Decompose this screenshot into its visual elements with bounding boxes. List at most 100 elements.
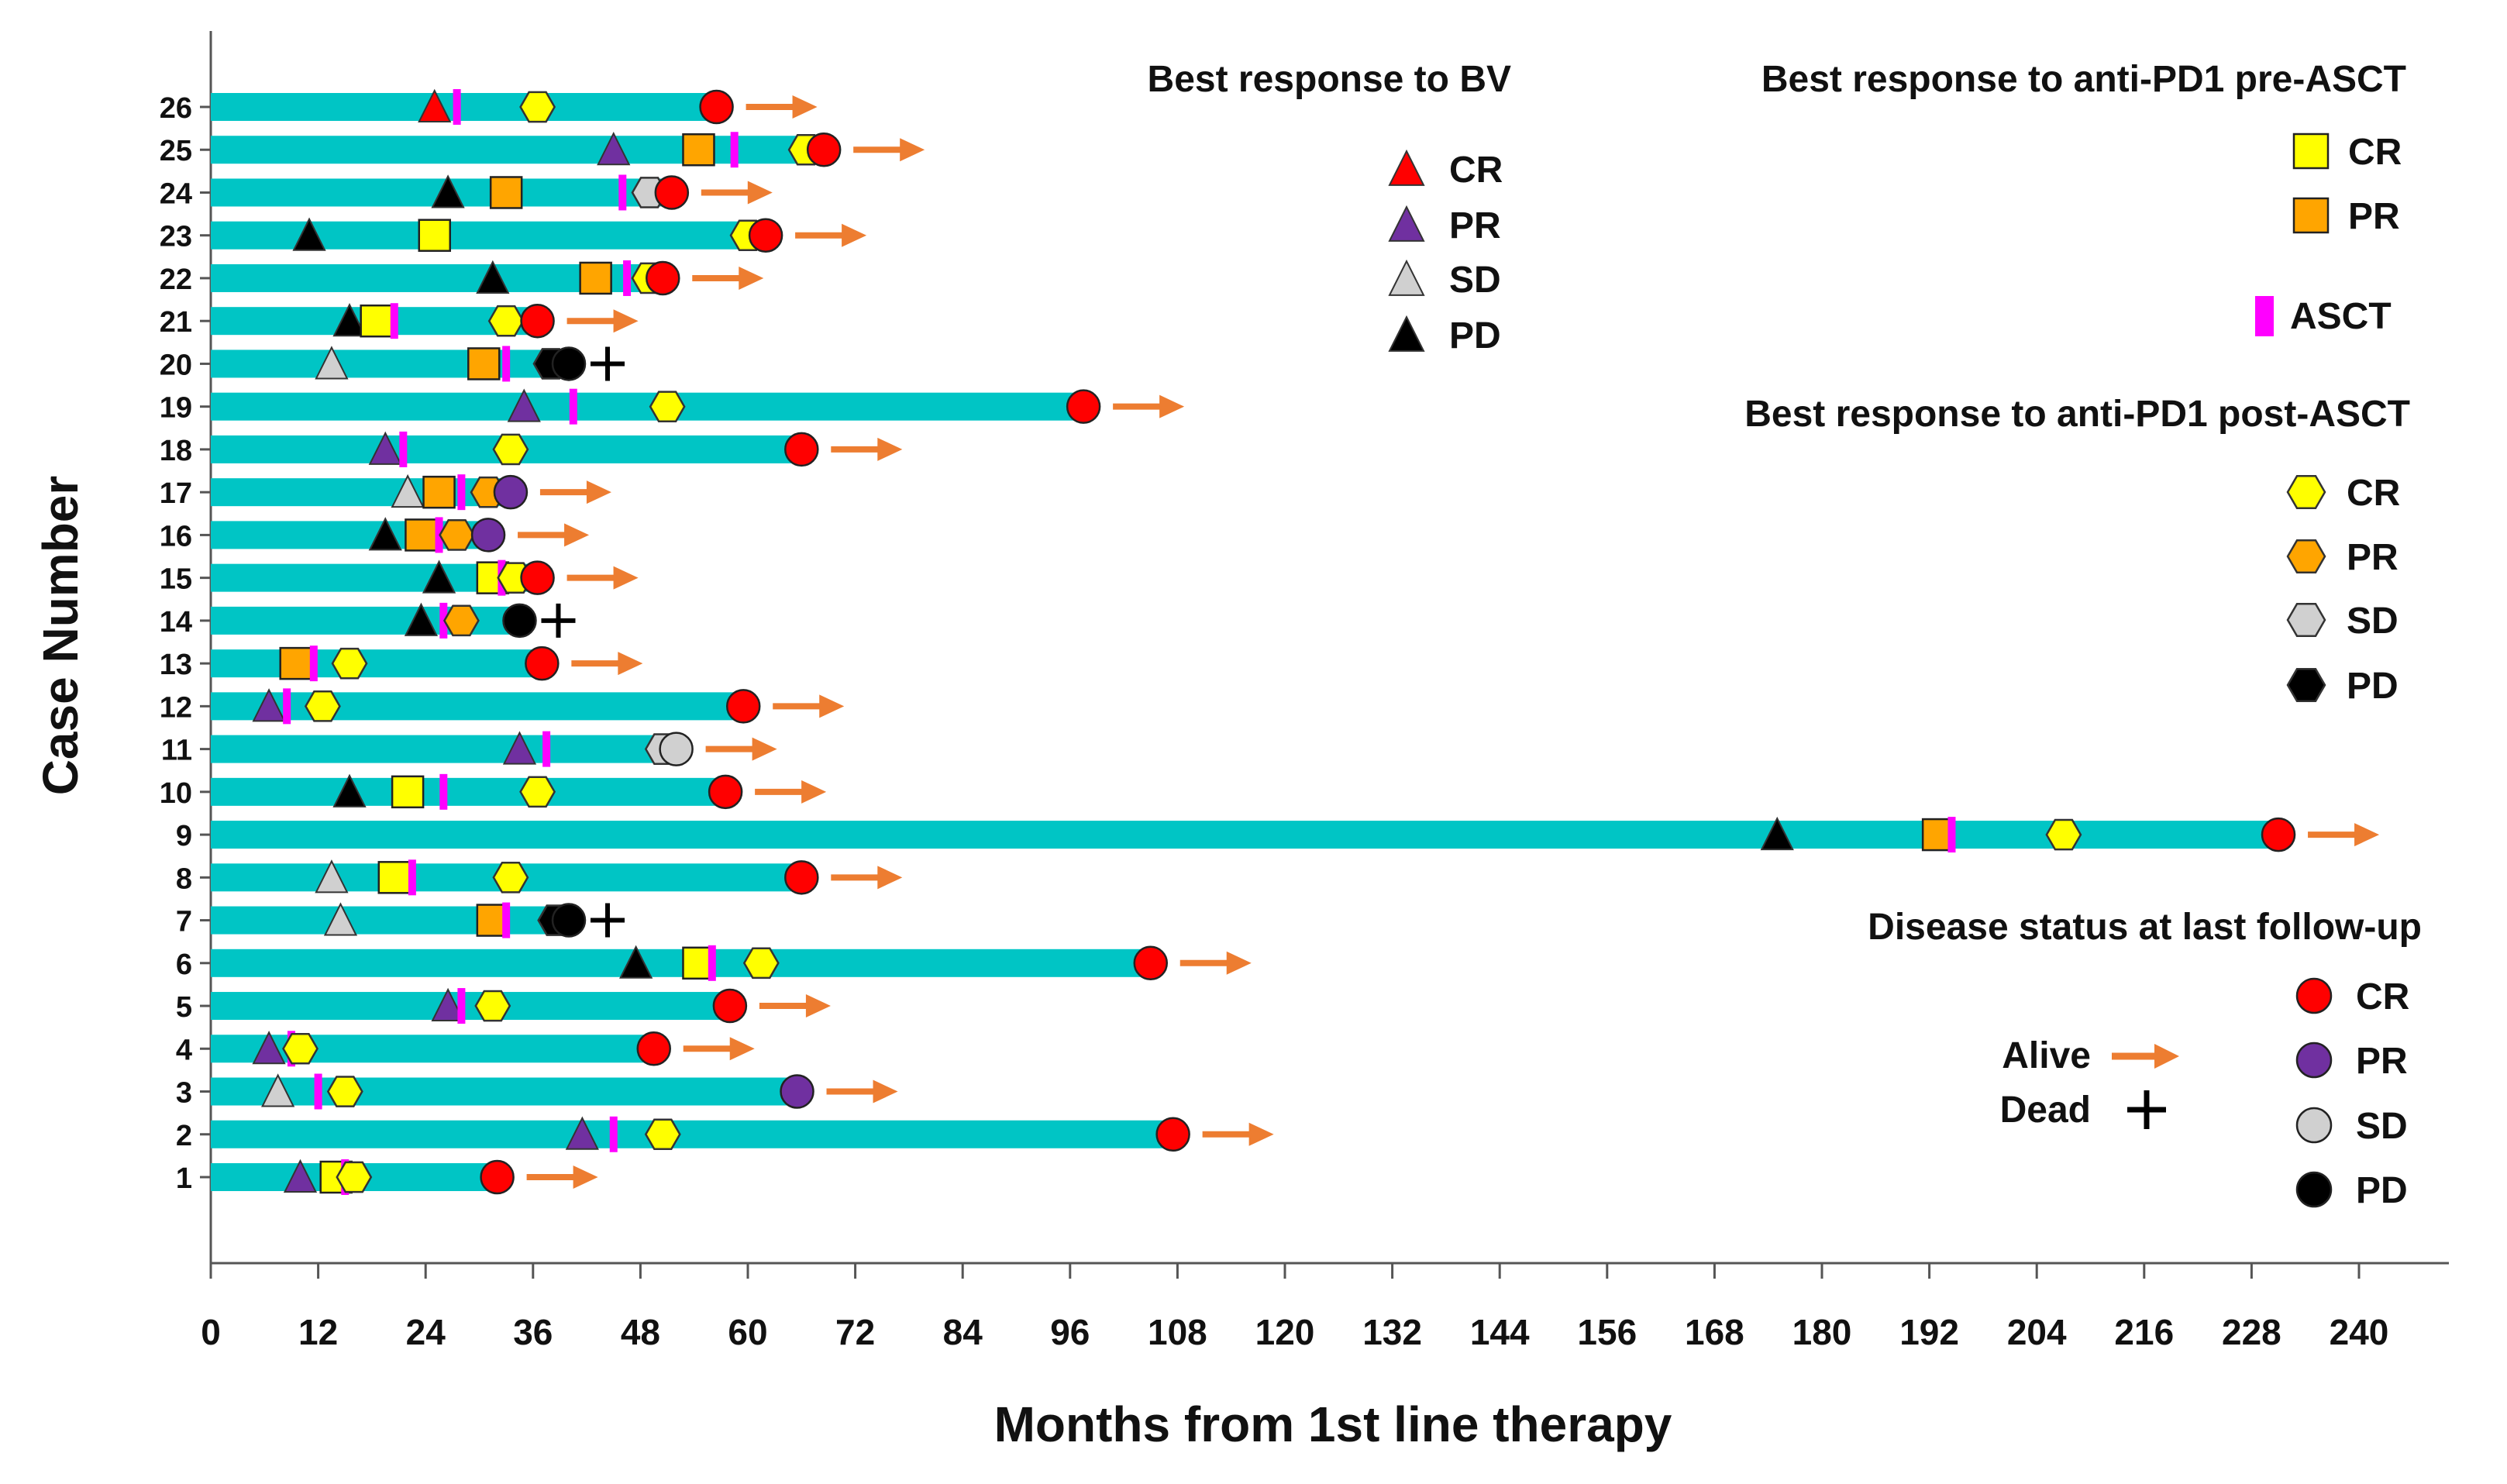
- alive-arrow: [1179, 951, 1252, 975]
- x-tick-label: 24: [406, 1312, 446, 1352]
- legend-bv-cr-icon: [1388, 149, 1425, 186]
- asct-marker: [623, 260, 632, 296]
- case-12-markers: [252, 688, 845, 725]
- case-label: 3: [176, 1077, 192, 1110]
- status-marker: [784, 432, 819, 467]
- status-marker: [712, 988, 748, 1024]
- bv-marker: [431, 987, 465, 1022]
- case-label: 20: [160, 349, 192, 381]
- bar-case-6: [211, 949, 1151, 977]
- asct-marker: [708, 945, 716, 981]
- post-asct-marker: [439, 519, 476, 551]
- alive-arrow: [701, 181, 773, 205]
- bar-case-17: [211, 478, 515, 507]
- legend-bv: CR PR SD PD: [1388, 149, 1503, 356]
- bv-marker: [502, 731, 537, 765]
- post-asct-marker: [644, 1118, 681, 1151]
- status-marker: [646, 260, 680, 296]
- legend-pre-pr-icon: [2292, 197, 2330, 234]
- alive-arrow: [1202, 1122, 1274, 1146]
- bv-marker: [565, 1116, 599, 1150]
- bars: [211, 93, 2279, 1191]
- status-marker: [784, 860, 819, 895]
- case-label: 21: [160, 306, 192, 339]
- legend-pre-title: Best response to anti-PD1 pre-ASCT: [1761, 59, 2406, 100]
- legend-post-asct: CR PR SD PD: [2286, 473, 2400, 707]
- case-label: 19: [160, 392, 192, 425]
- pre-asct-marker: [579, 261, 612, 295]
- alive-arrow: [692, 266, 764, 290]
- alive-arrow: [746, 95, 818, 119]
- status-marker: [780, 1074, 814, 1109]
- asct-marker: [408, 859, 416, 896]
- bv-marker: [252, 688, 286, 722]
- legend-status-pd-icon: [2295, 1171, 2333, 1208]
- x-tick-label: 192: [1899, 1312, 1959, 1352]
- case-18-markers: [368, 431, 903, 467]
- asct-marker: [730, 132, 739, 168]
- legend-post-label: SD: [2347, 601, 2399, 642]
- asct-marker: [502, 346, 511, 382]
- status-marker: [725, 689, 761, 724]
- bar-case-5: [211, 992, 730, 1021]
- alive-arrow: [853, 138, 925, 162]
- bv-marker: [332, 302, 367, 337]
- x-tick-label: 168: [1685, 1312, 1744, 1352]
- post-asct-marker: [331, 647, 368, 680]
- case-label: 13: [160, 649, 192, 681]
- legend-post-cr-icon: [2286, 474, 2326, 510]
- status-marker: [525, 646, 560, 681]
- bv-marker: [332, 773, 367, 807]
- bar-case-2: [211, 1120, 1178, 1148]
- asct-marker: [309, 646, 318, 682]
- bv-marker: [292, 217, 326, 251]
- legend-post-pr-icon: [2286, 539, 2326, 574]
- post-asct-marker: [326, 1076, 363, 1107]
- bv-marker: [422, 560, 456, 594]
- case-label: 11: [161, 735, 192, 767]
- bv-marker: [368, 431, 402, 465]
- bar-case-25: [211, 136, 828, 164]
- bv-marker: [283, 1159, 318, 1193]
- status-marker: [551, 903, 587, 938]
- case-label: 7: [176, 906, 192, 938]
- pre-asct-marker: [682, 133, 715, 167]
- pre-asct-marker: [467, 347, 501, 380]
- case-10-markers: [332, 773, 827, 810]
- status-marker: [520, 560, 555, 595]
- asct-marker: [1947, 817, 1956, 853]
- status-marker: [1155, 1117, 1190, 1152]
- case-9-markers: [1760, 816, 2380, 853]
- post-asct-marker: [519, 776, 556, 808]
- legend-bv-title: Best response to BV: [1148, 59, 1511, 100]
- x-tick-label: 120: [1255, 1312, 1315, 1352]
- status-marker: [1066, 389, 1101, 424]
- legend-post-title: Best response to anti-PD1 post-ASCT: [1744, 394, 2410, 435]
- asct-marker: [314, 1073, 322, 1110]
- post-asct-marker: [282, 1032, 319, 1065]
- legend-bv-label: PD: [1449, 315, 1501, 356]
- bar-case-11: [211, 735, 686, 763]
- legend-asct-marker: [2255, 296, 2274, 336]
- x-tick-label: 96: [1050, 1312, 1090, 1352]
- bv-marker: [507, 388, 541, 422]
- alive-arrow: [826, 1079, 898, 1104]
- asct-marker: [399, 431, 408, 467]
- case-5-markers: [431, 987, 831, 1024]
- case-label: 17: [160, 477, 192, 510]
- x-axis-title: Months from 1st line therapy: [994, 1396, 1672, 1452]
- bv-marker: [597, 132, 631, 166]
- pre-asct-marker: [489, 176, 523, 209]
- case-21-markers: [332, 302, 639, 339]
- status-marker: [493, 474, 529, 510]
- alive-arrow: [705, 737, 777, 761]
- case-label: 8: [176, 863, 192, 895]
- case-label: 6: [176, 949, 192, 981]
- post-asct-marker: [304, 690, 341, 722]
- case-7-markers: [323, 902, 625, 938]
- markers: [252, 88, 2380, 1195]
- case-23-markers: [292, 217, 867, 253]
- bar-case-7: [211, 906, 569, 935]
- case-11-markers: [502, 731, 777, 767]
